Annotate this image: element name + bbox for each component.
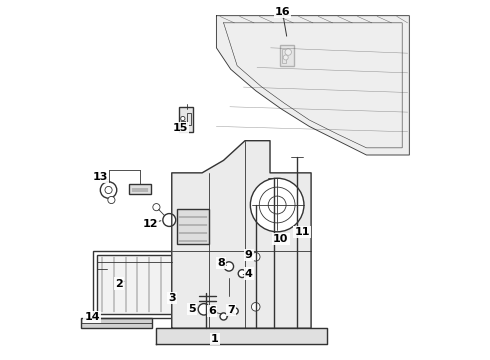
Text: 13: 13 [93,172,108,182]
Text: 10: 10 [273,234,289,244]
Polygon shape [156,328,327,344]
Text: 5: 5 [188,304,196,314]
Text: 15: 15 [173,123,188,133]
Bar [93,251,177,318]
Circle shape [251,252,260,261]
Bar [81,318,152,328]
Circle shape [283,55,288,60]
Circle shape [268,196,286,214]
Text: 1: 1 [211,334,219,344]
Circle shape [153,203,160,211]
Bar [179,108,193,132]
Text: 4: 4 [245,269,252,279]
Text: 11: 11 [294,227,310,237]
Text: 16: 16 [275,7,290,17]
Bar [282,49,286,63]
Circle shape [259,187,295,223]
Text: 2: 2 [115,279,123,289]
Circle shape [251,302,260,311]
Text: 12: 12 [143,219,158,229]
Text: 14: 14 [84,312,100,322]
Circle shape [250,178,304,232]
Circle shape [108,197,115,203]
Circle shape [100,182,117,198]
Circle shape [181,116,185,121]
Polygon shape [217,16,409,155]
Bar [181,121,185,130]
Text: 6: 6 [208,306,216,316]
Circle shape [163,213,176,226]
Circle shape [105,186,112,194]
Polygon shape [172,141,311,328]
Bar [129,184,151,194]
Circle shape [220,313,227,320]
Text: 8: 8 [217,258,225,268]
Circle shape [232,308,238,314]
Text: 9: 9 [245,250,252,260]
Bar [97,255,173,314]
Circle shape [198,303,210,315]
Bar [187,113,191,125]
Circle shape [224,262,234,271]
Bar [177,208,209,244]
Text: 7: 7 [227,305,235,315]
Bar [280,45,294,66]
Circle shape [285,49,292,55]
Circle shape [238,270,246,278]
Text: 3: 3 [168,293,175,303]
